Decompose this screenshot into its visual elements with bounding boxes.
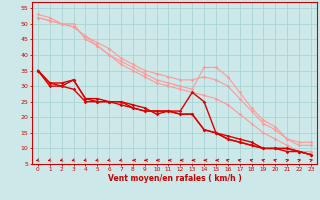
X-axis label: Vent moyen/en rafales ( km/h ): Vent moyen/en rafales ( km/h ) [108, 174, 241, 183]
